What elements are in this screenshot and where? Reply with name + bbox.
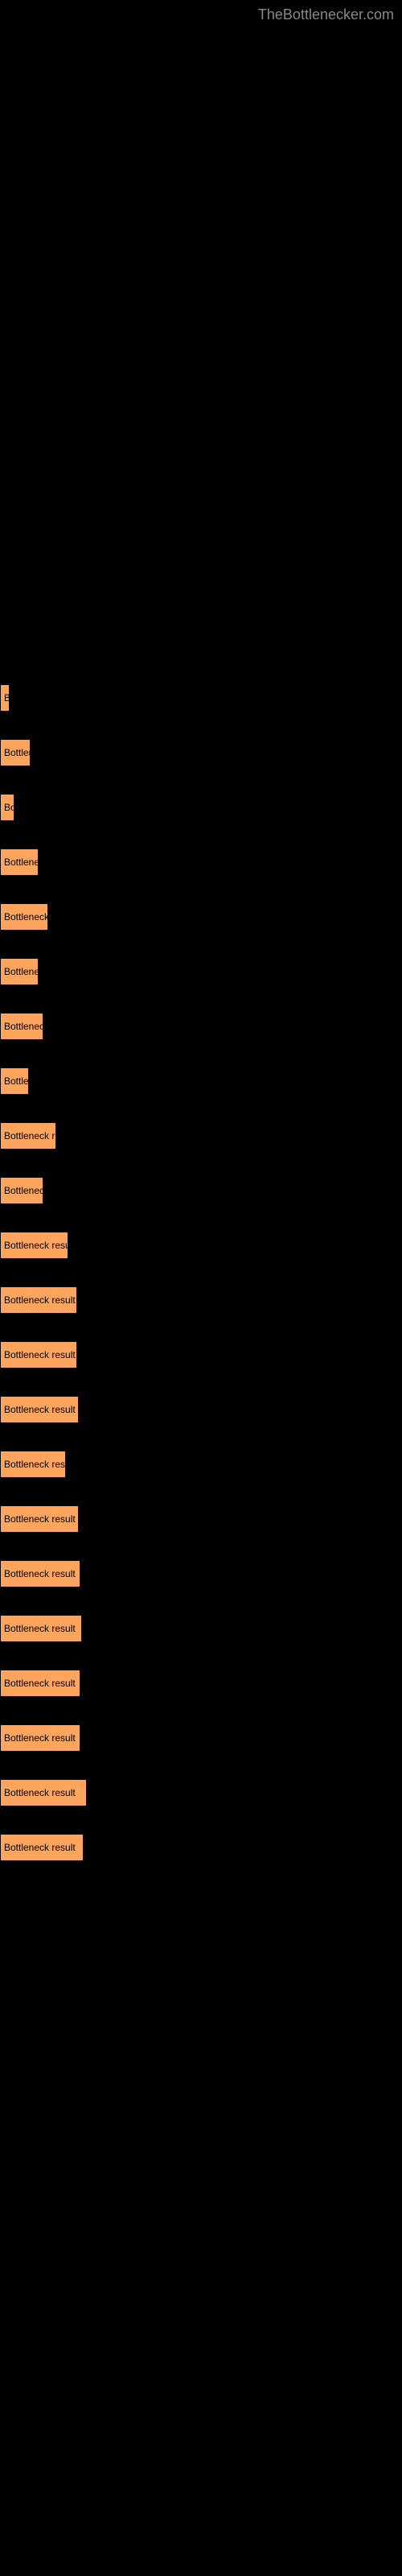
bar-row: B: [0, 684, 402, 712]
bar-row: Bottleneck resu: [0, 1232, 402, 1259]
bar: Bottleneck r: [0, 1122, 56, 1150]
bar: Bottleneck result: [0, 1341, 77, 1368]
bar-label: Bottleneck result: [4, 1568, 76, 1579]
bar-row: Bottler: [0, 739, 402, 766]
bar-label: Bottleneck result: [4, 1842, 76, 1853]
bar-label: Bottleneck result: [4, 1513, 76, 1525]
bar-label: Bottleneck result: [4, 1732, 76, 1744]
bar: Bottleneck resu: [0, 1232, 68, 1259]
bar: Bottler: [0, 739, 31, 766]
bar: Bottleneck result: [0, 1834, 84, 1861]
bar: Bottleneck result: [0, 1724, 80, 1752]
bar: Bottlene: [0, 848, 39, 876]
bar-label: Bottleneck result: [4, 1678, 76, 1689]
bar-row: Bottleneck result: [0, 1286, 402, 1314]
watermark: TheBottlenecker.com: [258, 6, 394, 23]
bar-row: Bottleneck result: [0, 1560, 402, 1587]
bar-row: Bottleneck r: [0, 1122, 402, 1150]
bar-row: Bo: [0, 794, 402, 821]
bar-label: Bottleneck resu: [4, 1240, 68, 1251]
bar-row: Bottleneck result: [0, 1834, 402, 1861]
bar: B: [0, 684, 10, 712]
bar-row: Bottlenec: [0, 1013, 402, 1040]
bar-label: Bottleneck r: [4, 1130, 55, 1141]
bar-row: Bottlenec: [0, 1177, 402, 1204]
bar: Bottleneck: [0, 903, 48, 931]
bar-row: Bottleneck result: [0, 1670, 402, 1697]
bar-label: Bottleneck: [4, 911, 48, 923]
bar-row: Bottleneck: [0, 903, 402, 931]
bar-label: Bottlenec: [4, 1185, 43, 1196]
bar-label: Bottleneck result: [4, 1404, 76, 1415]
bar-label: Bottleneck result: [4, 1349, 76, 1360]
bar-label: Bottler: [4, 747, 31, 758]
bar-label: Bottle: [4, 1075, 29, 1087]
bar: Bottleneck result: [0, 1505, 79, 1533]
chart-spacer: [0, 0, 402, 684]
bar-row: Bottleneck result: [0, 1779, 402, 1806]
bar-label: Bo: [4, 802, 14, 813]
bar-row: Bottle: [0, 1067, 402, 1095]
bar: Bottleneck result: [0, 1286, 77, 1314]
bar: Bottleneck res: [0, 1451, 66, 1478]
bar: Bottleneck result: [0, 1779, 87, 1806]
bar-label: Bottleneck result: [4, 1294, 76, 1306]
bar-label: Bottleneck result: [4, 1623, 76, 1634]
bar: Bottlene: [0, 958, 39, 985]
bar: Bo: [0, 794, 14, 821]
bar-label: Bottleneck res: [4, 1459, 65, 1470]
bar-row: Bottlene: [0, 958, 402, 985]
bar: Bottlenec: [0, 1177, 43, 1204]
bar: Bottlenec: [0, 1013, 43, 1040]
bar-row: Bottleneck result: [0, 1724, 402, 1752]
bar-row: Bottleneck result: [0, 1505, 402, 1533]
bar-label: Bottleneck result: [4, 1787, 76, 1798]
bar: Bottle: [0, 1067, 29, 1095]
bar-row: Bottlene: [0, 848, 402, 876]
bar-label: Bottlene: [4, 857, 39, 868]
bar-row: Bottleneck result: [0, 1396, 402, 1423]
bar-row: Bottleneck result: [0, 1341, 402, 1368]
bar-label: Bottlene: [4, 966, 39, 977]
bar-row: Bottleneck result: [0, 1615, 402, 1642]
bar: Bottleneck result: [0, 1396, 79, 1423]
bar-label: Bottlenec: [4, 1021, 43, 1032]
bar-label: B: [4, 692, 10, 704]
bar: Bottleneck result: [0, 1560, 80, 1587]
bar: Bottleneck result: [0, 1615, 82, 1642]
bar: Bottleneck result: [0, 1670, 80, 1697]
bar-row: Bottleneck res: [0, 1451, 402, 1478]
bar-chart: B Bottler Bo Bottlene Bottleneck Bottlene Bott…: [0, 684, 402, 1861]
